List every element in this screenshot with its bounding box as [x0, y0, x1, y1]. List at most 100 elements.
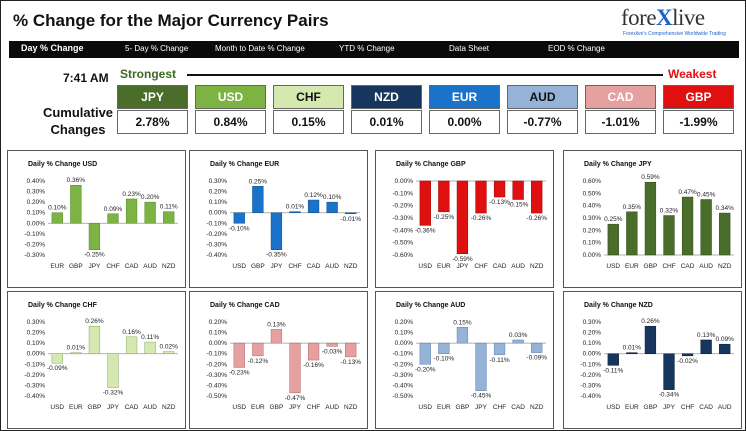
data-label: -0.16% [303, 362, 324, 369]
y-tick-label: 0.30% [27, 189, 46, 196]
currency-tile-0[interactable]: JPY 2.78% [117, 85, 188, 134]
weakest-label: Weakest [668, 67, 717, 81]
y-tick-label: -0.30% [206, 241, 227, 248]
y-tick-label: -0.10% [24, 361, 45, 368]
currency-code: CAD [585, 85, 656, 109]
data-label: 0.36% [67, 177, 86, 184]
y-tick-label: -0.30% [392, 372, 413, 379]
currency-value: 0.15% [273, 110, 344, 134]
nav-data-sheet[interactable]: Data Sheet [449, 44, 490, 53]
bar [512, 180, 524, 200]
y-tick-label: 0.00% [583, 252, 602, 259]
nav-day-change[interactable]: Day % Change [21, 43, 84, 53]
chart-nzd[interactable]: Daily % Change NZD 0.30% 0.20% 0.10% 0.00% -0… [563, 291, 742, 429]
x-category-label: EUR [251, 404, 265, 411]
data-label: 0.35% [623, 204, 642, 211]
data-label: 0.09% [715, 336, 734, 343]
data-label: 0.26% [641, 318, 660, 325]
bar [107, 213, 119, 224]
data-label: -0.13% [489, 199, 510, 206]
bar [270, 212, 283, 250]
strongest-label: Strongest [120, 67, 177, 81]
currency-tile-3[interactable]: NZD 0.01% [351, 85, 422, 134]
chart-jpy[interactable]: Daily % Change JPY 0.60% 0.50% 0.40% 0.30% 0.… [563, 150, 742, 288]
currency-code: USD [195, 85, 266, 109]
bar [307, 199, 320, 213]
chart-eur[interactable]: Daily % Change EUR 0.30% 0.20% 0.10% 0.00% -0… [189, 150, 368, 288]
y-tick-label: 0.10% [27, 340, 46, 347]
currency-tile-6[interactable]: CAD -1.01% [585, 85, 656, 134]
chart-title: Daily % Change CAD [210, 302, 280, 309]
currency-tile-2[interactable]: CHF 0.15% [273, 85, 344, 134]
x-category-label: AUD [143, 404, 157, 411]
x-category-label: CAD [307, 263, 321, 270]
data-label: 0.32% [660, 208, 679, 215]
data-label: 0.02% [159, 344, 178, 351]
bar [607, 353, 619, 366]
x-category-label: NZD [162, 404, 176, 411]
x-category-label: USD [232, 404, 246, 411]
chart-chf[interactable]: Daily % Change CHF 0.30% 0.20% 0.10% 0.00% -0… [7, 291, 186, 429]
x-category-label: GBP [644, 263, 658, 270]
x-category-label: AUD [511, 263, 525, 270]
data-label: -0.26% [471, 215, 492, 222]
x-category-label: CHF [288, 263, 301, 270]
y-tick-label: -0.20% [24, 241, 45, 248]
data-label: -0.13% [340, 359, 361, 366]
forexlive-logo[interactable]: foreXlive Forexlive's Comprehensive Worl… [613, 5, 726, 41]
data-label: 0.01% [623, 345, 642, 352]
nav-ytd-change[interactable]: YTD % Change [339, 44, 395, 53]
y-tick-label: 0.00% [27, 220, 46, 227]
currency-tile-5[interactable]: AUD -0.77% [507, 85, 578, 134]
bar [663, 353, 675, 390]
bar [607, 223, 619, 256]
x-category-label: USD [232, 263, 246, 270]
currency-tile-7[interactable]: GBP -1.99% [663, 85, 734, 134]
bar [326, 342, 338, 347]
data-label: 0.09% [104, 206, 123, 213]
chart-svg: Daily % Change USD0.40%0.30%0.20%0.10%0.… [24, 161, 178, 270]
chart-aud[interactable]: Daily % Change AUD 0.20% 0.10% 0.00% -0.10% -… [375, 291, 554, 429]
data-label: -0.09% [47, 365, 68, 372]
bar [644, 325, 657, 354]
data-label: 0.10% [323, 194, 342, 201]
currency-tile-4[interactable]: EUR 0.00% [429, 85, 500, 134]
x-category-label: GBP [251, 263, 265, 270]
y-tick-label: -0.20% [392, 203, 413, 210]
y-tick-label: 0.10% [395, 330, 414, 337]
chart-svg: Daily % Change CHF0.30%0.20%0.10%0.00%-0… [24, 302, 178, 411]
chart-cad[interactable]: Daily % Change CAD 0.20% 0.10% 0.00% -0.10% -… [189, 291, 368, 429]
page-title: % Change for the Major Currency Pairs [13, 11, 329, 30]
y-tick-label: -0.20% [206, 231, 227, 238]
data-label: -0.25% [434, 214, 455, 221]
data-label: 0.15% [453, 319, 472, 326]
chart-gbp[interactable]: Daily % Change GBP 0.00% -0.10% -0.20% -0.30… [375, 150, 554, 288]
currency-tile-1[interactable]: USD 0.84% [195, 85, 266, 134]
y-tick-label: -0.20% [206, 361, 227, 368]
x-category-label: AUD [699, 263, 713, 270]
y-tick-label: -0.40% [24, 393, 45, 400]
y-tick-label: 0.10% [583, 240, 602, 247]
nav-5day-change[interactable]: 5- Day % Change [125, 44, 189, 53]
currency-code: GBP [663, 85, 734, 109]
nav-month-to-date-change[interactable]: Month to Date % Change [215, 44, 305, 53]
x-category-label: AUD [718, 404, 732, 411]
bar [719, 343, 731, 354]
nav-eod-change[interactable]: EOD % Change [548, 44, 605, 53]
chart-usd[interactable]: Daily % Change USD 0.40% 0.30% 0.20% 0.10% 0.… [7, 150, 186, 288]
chart-svg: Daily % Change CAD 0.20% 0.10% 0.00% -0.10% -… [206, 302, 361, 411]
chart-title: Daily % Change AUD [396, 302, 465, 309]
y-tick-label: -0.60% [392, 252, 413, 259]
logo-wordmark-right: live [672, 5, 705, 30]
data-label: -0.12% [248, 358, 269, 365]
y-tick-label: -0.20% [392, 361, 413, 368]
x-category-label: AUD [325, 404, 339, 411]
bar [419, 180, 431, 226]
y-tick-label: 0.20% [583, 330, 602, 337]
chart-svg: Daily % Change GBP 0.00% -0.10% -0.20% -0.30… [392, 161, 547, 270]
y-tick-label: 0.60% [583, 178, 602, 185]
data-label: -0.25% [84, 252, 105, 259]
x-category-label: CAD [699, 404, 713, 411]
cumulative-label-line1: Cumulative [42, 105, 114, 120]
y-tick-label: 0.00% [209, 210, 228, 217]
